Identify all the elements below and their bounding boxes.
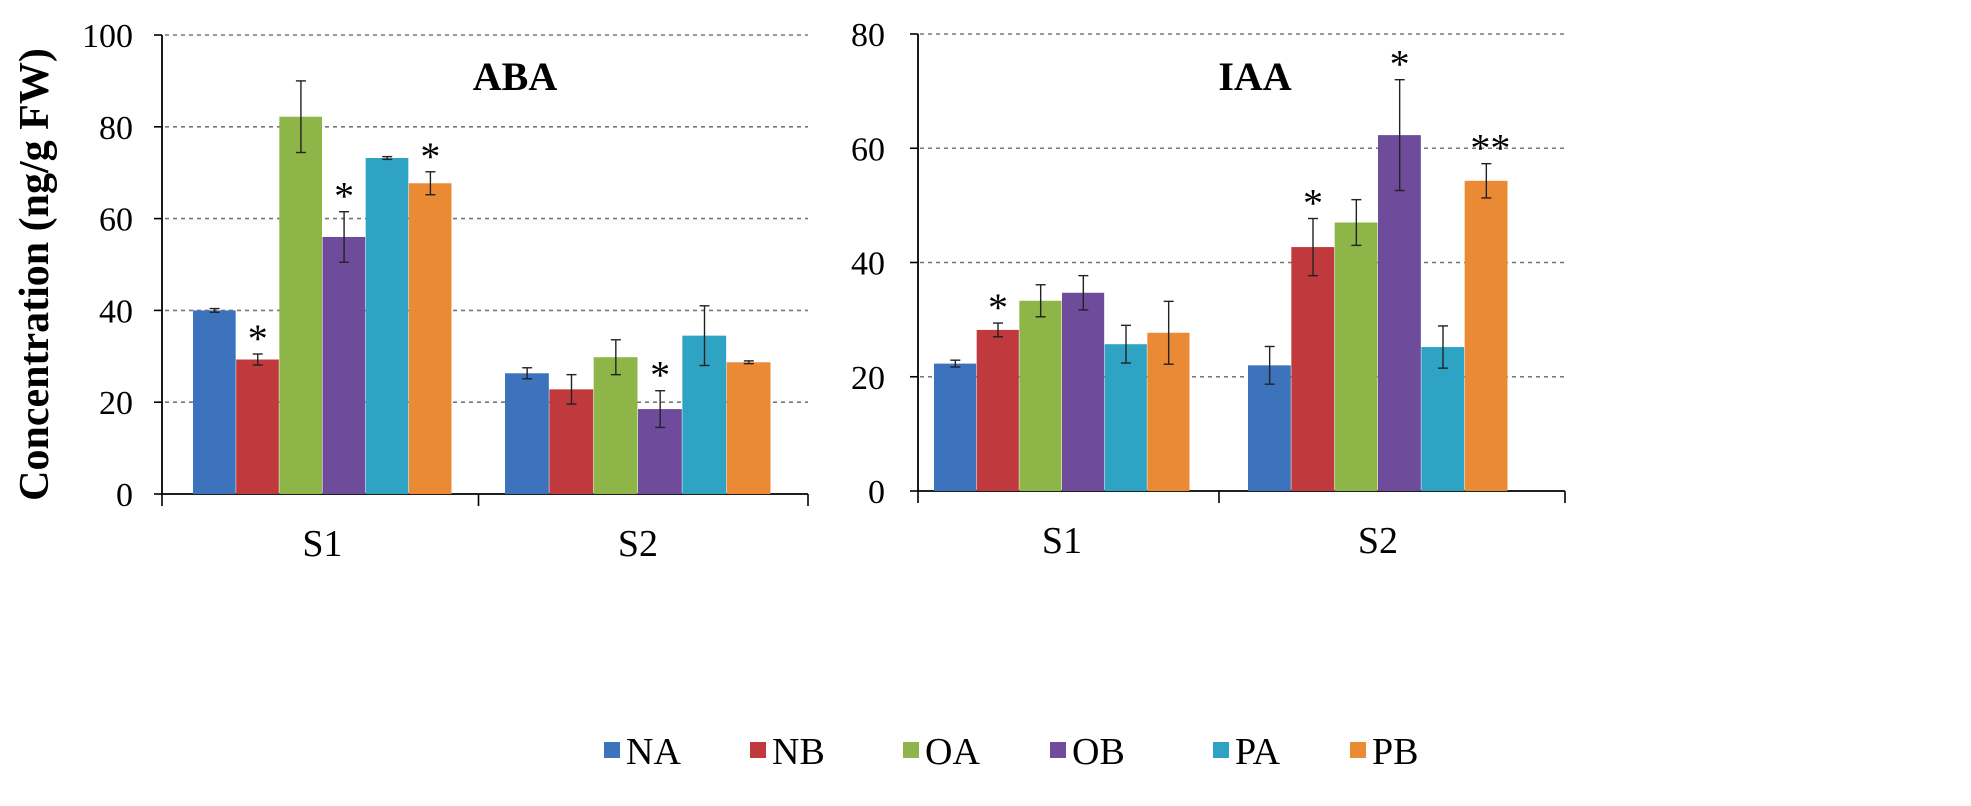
bar-oa-s1 (279, 116, 322, 495)
legend-swatch-na (604, 742, 620, 758)
y-tick-label: 100 (82, 18, 133, 55)
bar-nb-s2 (1291, 247, 1335, 491)
legend-swatch-pa (1213, 742, 1229, 758)
bar-pa-s2 (1421, 347, 1465, 491)
legend-label-ob: OB (1072, 731, 1125, 773)
bar-pb-s2 (726, 362, 771, 494)
bar-ob-s1 (322, 236, 366, 494)
y-tick-label: 40 (851, 246, 885, 283)
category-label: S2 (1358, 520, 1398, 562)
bar-na-s2 (1248, 365, 1291, 491)
bar-pb-s1 (408, 183, 452, 494)
legend-swatch-ob (1050, 742, 1066, 758)
legend-swatch-nb (750, 742, 766, 758)
bar-ob-s2 (1378, 135, 1421, 491)
legend-swatch-pb (1350, 742, 1366, 758)
y-tick-label: 0 (116, 477, 133, 514)
legend: NA NB OA OB PA PB (604, 731, 1418, 773)
significance-mark: * (248, 316, 268, 361)
category-label: S1 (1042, 520, 1082, 562)
aba-panel: 0 20 40 60 80 100 S1 S2 * * * * ABA Concentration (ng… (12, 18, 809, 565)
bar-na-s2 (505, 373, 549, 494)
bar-ob-s1 (1062, 292, 1105, 491)
significance-mark: ** (1470, 126, 1510, 171)
bar-oa-s1 (1019, 300, 1062, 491)
legend-label-pb: PB (1372, 731, 1418, 773)
significance-mark: * (1390, 42, 1410, 87)
panel-title: IAA (1218, 54, 1291, 99)
y-tick-label: 60 (99, 202, 133, 239)
bar-nb-s1 (976, 329, 1019, 491)
significance-mark: * (420, 134, 440, 179)
bar-na-s1 (934, 363, 977, 491)
legend-label-pa: PA (1235, 731, 1281, 773)
bar-nb-s2 (549, 389, 594, 494)
bar-oa-s2 (593, 357, 638, 494)
category-label: S2 (618, 523, 658, 565)
legend-label-nb: NB (772, 731, 825, 773)
significance-mark: * (988, 285, 1008, 330)
y-axis-label: Concentration (ng/g FW) (12, 48, 58, 501)
y-tick-label: 60 (851, 131, 885, 168)
significance-mark: * (650, 353, 670, 398)
bar-nb-s1 (236, 359, 279, 494)
legend-label-na: NA (626, 731, 681, 773)
bar-pa-s1 (365, 158, 409, 494)
legend-label-oa: OA (925, 731, 980, 773)
y-tick-label: 20 (99, 385, 133, 422)
y-tick-label: 20 (851, 360, 885, 397)
significance-mark: * (1303, 181, 1323, 226)
y-tick-label: 80 (99, 110, 133, 147)
panel-title: ABA (473, 54, 558, 99)
bar-na-s1 (193, 310, 236, 494)
y-tick-label: 40 (99, 293, 133, 330)
category-label: S1 (302, 523, 342, 565)
bar-pa-s1 (1104, 344, 1147, 491)
bar-oa-s2 (1334, 222, 1378, 491)
legend-swatch-oa (903, 742, 919, 758)
y-tick-label: 0 (868, 474, 885, 511)
y-tick-label: 80 (851, 17, 885, 54)
significance-mark: * (334, 174, 354, 219)
bar-pb-s2 (1464, 180, 1508, 491)
